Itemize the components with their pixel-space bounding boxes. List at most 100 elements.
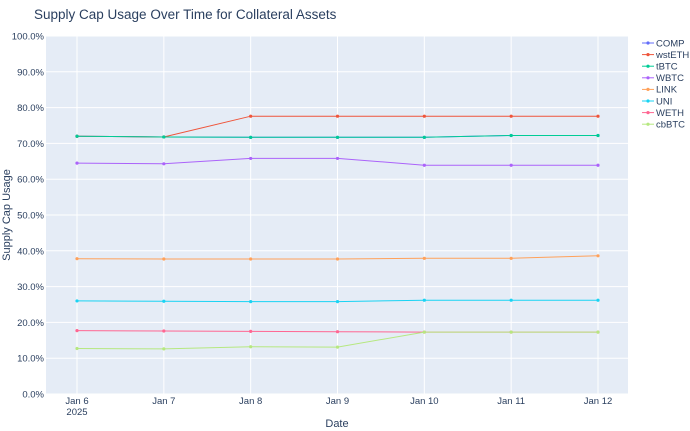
y-tick-label: 60.0% xyxy=(17,175,44,186)
x-tick-label: Jan 9 xyxy=(326,396,349,407)
x-tick-year-label: 2025 xyxy=(66,407,87,418)
data-point xyxy=(249,156,253,161)
data-point xyxy=(509,256,513,260)
data-point xyxy=(335,345,340,349)
legend-label: COMP xyxy=(656,38,685,49)
data-point xyxy=(509,330,513,334)
legend-label: WETH xyxy=(656,108,684,119)
legend-label: WBTC xyxy=(656,73,684,84)
legend-item-tbtc[interactable]: tBTC xyxy=(642,62,678,73)
data-point xyxy=(75,329,79,333)
legend-swatch-marker xyxy=(646,99,650,103)
x-tick-label: Jan 7 xyxy=(152,396,175,407)
x-tick-label: Jan 6 xyxy=(65,396,88,407)
legend-item-link[interactable]: LINK xyxy=(642,85,678,96)
data-point xyxy=(335,135,340,139)
data-point xyxy=(75,161,79,165)
data-point xyxy=(249,135,253,139)
data-point xyxy=(335,330,340,334)
y-axis-ticks: 0.0% 10.0% 20.0% 30.0% 40.0% 50.0% 60.0% 70.0% 8… xyxy=(12,32,45,401)
data-point xyxy=(596,114,600,118)
series-link xyxy=(75,254,600,261)
y-tick-label: 100.0% xyxy=(12,32,45,43)
legend-item-wbtc[interactable]: WBTC xyxy=(642,73,684,84)
data-point xyxy=(249,329,253,333)
x-tick-label: Jan 8 xyxy=(239,396,262,407)
x-axis-title: Date xyxy=(325,418,348,430)
chart-title: Supply Cap Usage Over Time for Collatera… xyxy=(34,7,337,22)
series-wbtc xyxy=(75,156,600,167)
data-point xyxy=(509,298,513,302)
y-tick-label: 30.0% xyxy=(17,282,44,293)
data-point xyxy=(335,257,340,261)
series-uni xyxy=(75,298,600,304)
data-point xyxy=(249,345,253,349)
data-point xyxy=(596,163,600,167)
legend-item-uni[interactable]: UNI xyxy=(642,96,672,107)
series-layer xyxy=(75,114,600,351)
y-tick-label: 20.0% xyxy=(17,318,44,329)
data-point xyxy=(162,135,166,139)
legend-label: cbBTC xyxy=(656,120,685,131)
y-tick-label: 80.0% xyxy=(17,103,44,114)
legend-item-wsteth[interactable]: wstETH xyxy=(642,50,689,61)
data-point xyxy=(75,257,79,261)
data-point xyxy=(422,114,426,118)
data-point xyxy=(422,256,426,260)
data-point xyxy=(509,114,513,118)
legend-label: UNI xyxy=(656,96,672,107)
y-tick-label: 90.0% xyxy=(17,67,44,78)
legend-swatch-marker xyxy=(646,41,650,45)
series-cbbtc xyxy=(75,330,600,351)
data-point xyxy=(249,257,253,261)
data-point xyxy=(249,300,253,304)
data-point xyxy=(162,299,166,303)
y-tick-label: 70.0% xyxy=(17,139,44,150)
data-point xyxy=(162,347,166,351)
data-point xyxy=(249,114,253,118)
data-point xyxy=(335,114,340,118)
legend-swatch-marker xyxy=(646,122,650,126)
data-point xyxy=(596,254,600,258)
data-point xyxy=(75,134,79,138)
data-point xyxy=(596,330,600,334)
legend-item-comp[interactable]: COMP xyxy=(642,38,685,49)
legend-item-cbbtc[interactable]: cbBTC xyxy=(642,120,685,131)
data-point xyxy=(162,329,166,333)
series-tbtc xyxy=(75,133,600,139)
data-point xyxy=(75,299,79,303)
legend-swatch-marker xyxy=(646,111,650,115)
legend-swatch-marker xyxy=(646,53,650,57)
legend-swatch-marker xyxy=(646,76,650,80)
data-point xyxy=(75,346,79,351)
data-point xyxy=(422,330,426,334)
data-point xyxy=(422,298,426,302)
y-axis-title: Supply Cap Usage xyxy=(1,169,13,261)
y-tick-label: 0.0% xyxy=(22,390,44,401)
legend-label: tBTC xyxy=(656,62,678,73)
y-tick-label: 50.0% xyxy=(17,211,44,222)
legend-label: wstETH xyxy=(655,50,689,61)
legend-swatch-marker xyxy=(646,64,650,68)
y-tick-label: 40.0% xyxy=(17,246,44,257)
legend-swatch-marker xyxy=(646,87,650,91)
data-point xyxy=(596,133,600,138)
data-point xyxy=(422,135,426,139)
data-point xyxy=(335,300,340,304)
legend-item-weth[interactable]: WETH xyxy=(642,108,684,119)
legend-label: LINK xyxy=(656,85,678,96)
x-tick-label: Jan 12 xyxy=(584,396,613,407)
x-tick-label: Jan 10 xyxy=(410,396,439,407)
data-point xyxy=(596,298,600,302)
data-point xyxy=(335,156,340,161)
data-point xyxy=(509,163,513,167)
data-point xyxy=(162,257,166,261)
data-point xyxy=(509,133,513,138)
grid xyxy=(46,35,628,395)
x-tick-label: Jan 11 xyxy=(497,396,525,407)
data-point xyxy=(162,162,166,166)
